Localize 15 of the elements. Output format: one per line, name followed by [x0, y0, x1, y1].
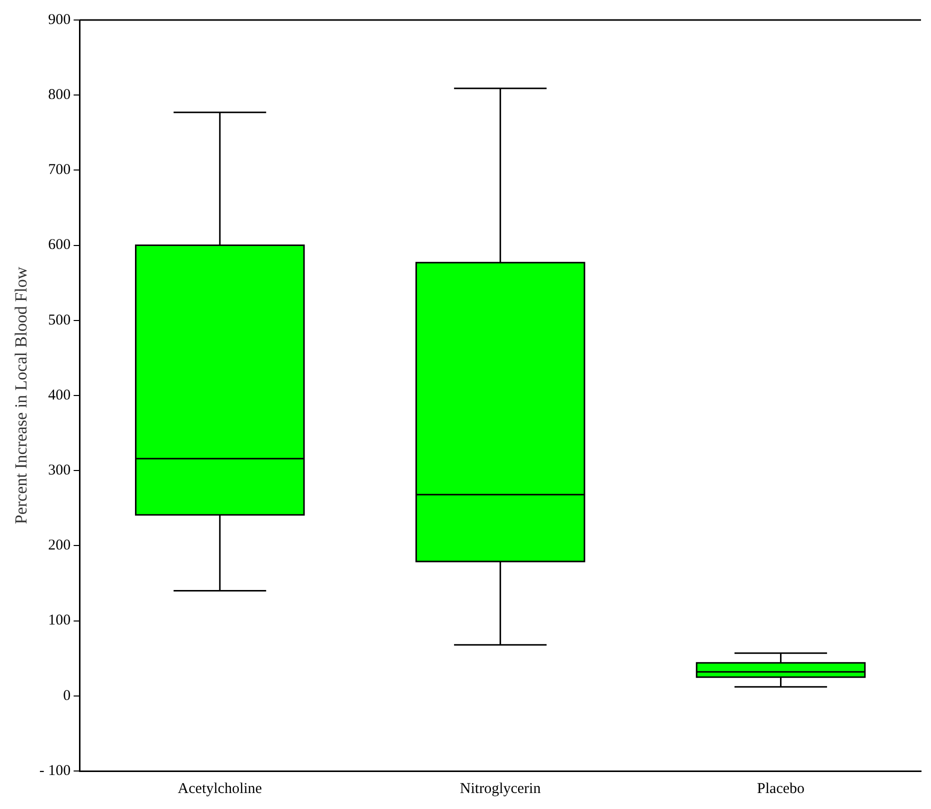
x-tick-label: Acetylcholine	[178, 780, 262, 797]
y-tick-label: 900	[48, 12, 71, 28]
y-tick-label: 400	[48, 387, 71, 404]
y-tick-label: 200	[48, 538, 71, 554]
x-tick-label: Placebo	[757, 780, 805, 797]
y-tick-label: - 100	[39, 762, 71, 779]
y-axis-title: Percent Increase in Local Blood Flow	[12, 266, 31, 524]
y-tick-label: 0	[63, 688, 71, 704]
y-tick-label: 700	[48, 162, 71, 178]
y-tick-label: 800	[48, 87, 71, 104]
y-tick-label: 100	[48, 612, 71, 629]
y-tick-label: 600	[48, 237, 71, 254]
x-tick-label: Nitroglycerin	[460, 780, 542, 797]
y-tick-label: 500	[48, 312, 71, 328]
y-tick-label: 300	[48, 462, 71, 479]
